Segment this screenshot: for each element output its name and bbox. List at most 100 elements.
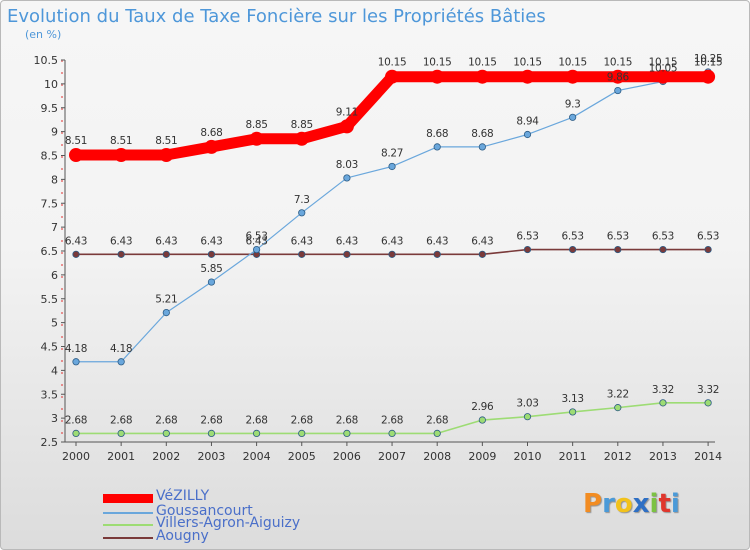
data-label: 3.22 xyxy=(607,389,629,401)
logo-letter: x xyxy=(632,489,650,519)
y-tick-label: 6 xyxy=(51,269,58,282)
data-point xyxy=(162,250,170,258)
y-tick-label: 9 xyxy=(51,126,58,139)
data-point xyxy=(162,308,170,317)
data-label: 3.32 xyxy=(697,384,719,396)
x-tick-label: 2005 xyxy=(288,450,316,463)
y-tick-label: 6.5 xyxy=(41,245,59,258)
x-tick-label: 2011 xyxy=(559,450,587,463)
data-label: 10.25 xyxy=(694,53,723,65)
data-label: 8.68 xyxy=(471,128,493,140)
x-tick-label: 2012 xyxy=(604,450,632,463)
data-label: 6.53 xyxy=(246,231,268,243)
data-label: 8.68 xyxy=(426,128,448,140)
y-tick-label: 2.5 xyxy=(41,436,59,449)
data-label: 6.43 xyxy=(65,235,87,247)
data-label: 2.68 xyxy=(110,414,132,426)
data-point xyxy=(655,69,670,84)
data-point xyxy=(207,429,216,438)
data-label: 8.51 xyxy=(155,135,177,147)
data-label: 5.85 xyxy=(200,263,222,275)
series-line-1 xyxy=(75,71,709,363)
x-tick-label: 2014 xyxy=(694,450,722,463)
proxiti-logo: Proxiti xyxy=(583,489,680,519)
data-label: 6.53 xyxy=(562,231,584,243)
y-tick-label: 8.5 xyxy=(41,150,59,163)
data-point xyxy=(610,69,625,84)
chart-title: Evolution du Taux de Taxe Foncière sur l… xyxy=(7,6,546,27)
data-label: 6.53 xyxy=(516,231,538,243)
data-point xyxy=(388,250,396,258)
logo-letter: r xyxy=(602,489,615,519)
x-tick-label: 2007 xyxy=(378,450,406,463)
x-tick-label: 2008 xyxy=(423,450,451,463)
x-tick-label: 2001 xyxy=(107,450,135,463)
logo-letter: t xyxy=(658,489,671,519)
data-label: 8.51 xyxy=(65,135,87,147)
data-label: 2.68 xyxy=(155,414,177,426)
data-point xyxy=(523,130,532,139)
data-label: 8.51 xyxy=(110,135,132,147)
data-label: 6.53 xyxy=(607,231,629,243)
data-label: 8.68 xyxy=(200,127,222,139)
data-point xyxy=(569,245,577,254)
data-label: 2.68 xyxy=(381,414,403,426)
data-point xyxy=(204,139,219,154)
y-tick-label: 3 xyxy=(51,412,58,425)
data-point xyxy=(385,69,400,84)
data-label: 2.68 xyxy=(246,414,268,426)
data-label: 10.15 xyxy=(694,57,723,69)
data-point xyxy=(298,250,306,258)
logo-letter: i xyxy=(670,489,680,519)
data-label: 8.85 xyxy=(246,119,268,131)
y-tick-label: 5 xyxy=(51,317,58,330)
data-label: 2.68 xyxy=(336,414,358,426)
data-label: 2.68 xyxy=(291,414,313,426)
data-label: 10.05 xyxy=(649,62,678,74)
y-tick-label: 7 xyxy=(51,221,58,234)
data-point xyxy=(298,209,306,217)
x-tick-label: 2006 xyxy=(333,450,361,463)
legend-swatch xyxy=(103,512,153,514)
data-point xyxy=(388,162,396,171)
legend-label: Aougny xyxy=(156,528,209,544)
data-point xyxy=(72,358,80,366)
data-point xyxy=(433,143,441,151)
data-point xyxy=(701,69,716,84)
data-point xyxy=(343,174,351,182)
data-point xyxy=(565,69,580,84)
data-point xyxy=(249,131,264,146)
data-label: 6.43 xyxy=(291,235,313,247)
x-tick-label: 2009 xyxy=(468,450,496,463)
legend-label: Villers-Agron-Aiguizy xyxy=(156,515,301,531)
data-point xyxy=(659,245,667,254)
y-tick-label: 7.5 xyxy=(41,197,59,210)
logo-letter: o xyxy=(614,489,633,519)
data-point xyxy=(339,119,354,134)
data-point xyxy=(614,404,622,412)
data-point xyxy=(523,245,532,254)
data-point xyxy=(614,86,622,95)
data-label: 8.94 xyxy=(516,115,539,127)
data-point xyxy=(343,429,351,438)
data-label: 10.15 xyxy=(558,57,587,69)
data-label: 10.15 xyxy=(649,57,678,69)
data-point xyxy=(704,399,712,407)
data-point xyxy=(569,408,577,416)
data-label: 2.96 xyxy=(471,401,494,413)
data-point xyxy=(298,429,306,438)
data-label: 2.68 xyxy=(200,414,222,426)
data-label: 8.27 xyxy=(381,147,403,159)
y-tick-label: 9.5 xyxy=(41,102,59,115)
x-tick-label: 2000 xyxy=(62,450,90,463)
y-tick-label: 5.5 xyxy=(41,293,59,306)
legend-swatch xyxy=(103,493,153,503)
data-label: 6.53 xyxy=(697,231,719,243)
data-label: 10.15 xyxy=(604,57,633,69)
data-label: 6.43 xyxy=(246,235,268,247)
data-label: 10.15 xyxy=(378,57,407,69)
data-point xyxy=(520,69,535,84)
data-point xyxy=(614,245,622,254)
data-label: 6.43 xyxy=(471,235,493,247)
